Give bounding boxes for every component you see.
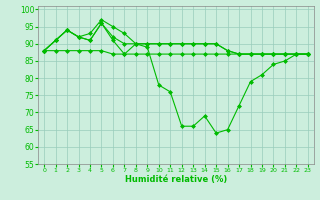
X-axis label: Humidité relative (%): Humidité relative (%)	[125, 175, 227, 184]
